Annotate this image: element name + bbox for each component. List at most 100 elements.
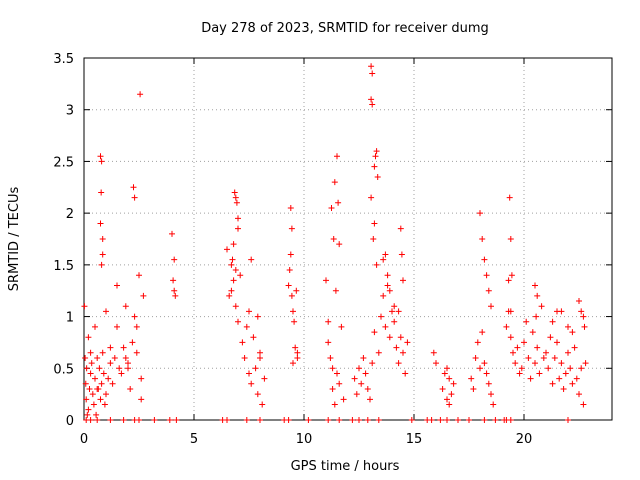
data-point bbox=[444, 417, 450, 423]
data-point bbox=[371, 329, 378, 336]
data-point bbox=[336, 417, 343, 423]
data-point bbox=[560, 385, 567, 392]
data-point bbox=[85, 406, 92, 413]
data-point bbox=[450, 380, 457, 387]
y-tick-label: 1.5 bbox=[53, 259, 74, 274]
data-point bbox=[99, 251, 106, 258]
data-point bbox=[122, 354, 129, 361]
data-point bbox=[503, 417, 510, 423]
data-point bbox=[120, 344, 127, 351]
data-point bbox=[88, 360, 95, 367]
data-point bbox=[402, 370, 409, 377]
data-point bbox=[549, 318, 556, 325]
data-point bbox=[492, 417, 499, 423]
data-point bbox=[367, 396, 373, 403]
x-axis-label: GPS time / hours bbox=[291, 459, 400, 474]
data-point bbox=[81, 303, 88, 310]
data-point bbox=[400, 349, 406, 356]
data-point bbox=[558, 308, 565, 315]
data-point bbox=[96, 365, 103, 372]
data-point bbox=[105, 375, 112, 382]
data-point bbox=[391, 318, 398, 325]
data-point bbox=[94, 354, 101, 361]
data-point bbox=[567, 365, 574, 372]
data-point bbox=[437, 417, 444, 423]
data-point bbox=[82, 380, 89, 387]
data-point bbox=[107, 417, 114, 423]
data-point bbox=[386, 287, 393, 294]
data-point bbox=[131, 194, 138, 201]
data-point bbox=[532, 360, 538, 367]
data-point bbox=[90, 401, 97, 408]
data-point bbox=[323, 277, 329, 284]
data-point bbox=[120, 417, 127, 423]
data-point bbox=[248, 380, 255, 387]
data-point bbox=[138, 396, 145, 403]
y-tick-label: 0 bbox=[66, 414, 74, 429]
data-point bbox=[516, 370, 523, 377]
data-point bbox=[532, 282, 538, 289]
data-point bbox=[166, 417, 173, 423]
data-point bbox=[235, 215, 241, 222]
data-point bbox=[136, 417, 142, 423]
data-point bbox=[305, 417, 312, 423]
data-point bbox=[571, 344, 578, 351]
data-point bbox=[580, 401, 587, 408]
data-point bbox=[580, 313, 587, 320]
x-tick-label: 15 bbox=[406, 432, 423, 447]
data-point bbox=[518, 365, 525, 372]
data-point bbox=[397, 334, 404, 341]
data-point bbox=[99, 236, 106, 242]
data-point bbox=[562, 370, 569, 377]
data-point bbox=[331, 179, 338, 186]
data-point bbox=[578, 308, 585, 315]
data-point bbox=[114, 282, 120, 289]
data-point bbox=[368, 194, 375, 201]
data-point bbox=[558, 360, 565, 367]
data-point bbox=[444, 365, 450, 372]
data-point bbox=[556, 375, 563, 382]
data-point bbox=[229, 256, 236, 263]
data-point bbox=[446, 375, 453, 382]
data-point bbox=[130, 184, 137, 191]
data-point bbox=[231, 189, 238, 196]
data-point bbox=[101, 401, 108, 408]
data-point bbox=[254, 391, 261, 398]
data-point bbox=[89, 391, 96, 398]
data-point bbox=[395, 360, 402, 367]
data-point bbox=[470, 385, 477, 392]
data-point bbox=[389, 308, 395, 315]
data-point bbox=[356, 417, 362, 423]
data-point bbox=[466, 417, 472, 423]
y-tick-label: 3.5 bbox=[53, 52, 74, 67]
data-point bbox=[98, 380, 105, 387]
data-point bbox=[503, 323, 510, 330]
data-point bbox=[472, 354, 479, 361]
data-point bbox=[364, 385, 371, 392]
y-tick-label: 2 bbox=[66, 207, 74, 222]
data-point bbox=[545, 365, 552, 372]
data-point bbox=[483, 370, 490, 377]
data-point bbox=[116, 365, 123, 372]
data-point bbox=[331, 401, 338, 408]
data-point bbox=[477, 210, 483, 217]
x-tick-label: 10 bbox=[296, 432, 313, 447]
data-point bbox=[372, 153, 379, 160]
data-point bbox=[291, 318, 298, 325]
data-point bbox=[84, 411, 91, 418]
data-point bbox=[479, 236, 486, 242]
data-point bbox=[233, 199, 240, 206]
data-point bbox=[428, 417, 435, 423]
data-point bbox=[565, 417, 571, 423]
data-point bbox=[507, 236, 514, 242]
data-point bbox=[114, 323, 120, 330]
data-point bbox=[335, 199, 342, 206]
data-point bbox=[543, 349, 549, 356]
data-point bbox=[578, 365, 585, 372]
data-point bbox=[246, 308, 252, 315]
data-point bbox=[93, 411, 100, 418]
data-point bbox=[327, 354, 334, 361]
data-point bbox=[536, 370, 543, 377]
data-point bbox=[521, 339, 527, 346]
